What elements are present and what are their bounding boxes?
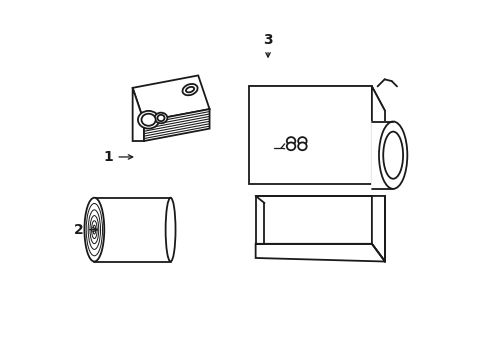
Ellipse shape <box>84 198 104 261</box>
Polygon shape <box>133 76 210 122</box>
Polygon shape <box>95 198 171 261</box>
Ellipse shape <box>157 115 165 121</box>
Ellipse shape <box>379 122 407 189</box>
Ellipse shape <box>287 137 295 145</box>
Ellipse shape <box>155 113 168 123</box>
Polygon shape <box>372 122 393 189</box>
Polygon shape <box>133 88 144 141</box>
Polygon shape <box>249 86 385 111</box>
Polygon shape <box>372 86 385 184</box>
Text: 1: 1 <box>104 150 133 164</box>
Ellipse shape <box>383 132 403 179</box>
Text: 2: 2 <box>74 222 98 237</box>
Ellipse shape <box>142 114 156 126</box>
Ellipse shape <box>298 143 307 150</box>
Ellipse shape <box>182 84 197 95</box>
Ellipse shape <box>186 87 194 93</box>
Polygon shape <box>256 196 372 244</box>
Text: 3: 3 <box>263 33 273 57</box>
Ellipse shape <box>298 137 307 145</box>
Ellipse shape <box>166 198 175 261</box>
Polygon shape <box>372 196 385 261</box>
Polygon shape <box>249 86 372 184</box>
Polygon shape <box>256 244 385 261</box>
Ellipse shape <box>287 143 295 150</box>
Ellipse shape <box>138 111 159 129</box>
Polygon shape <box>144 109 210 141</box>
